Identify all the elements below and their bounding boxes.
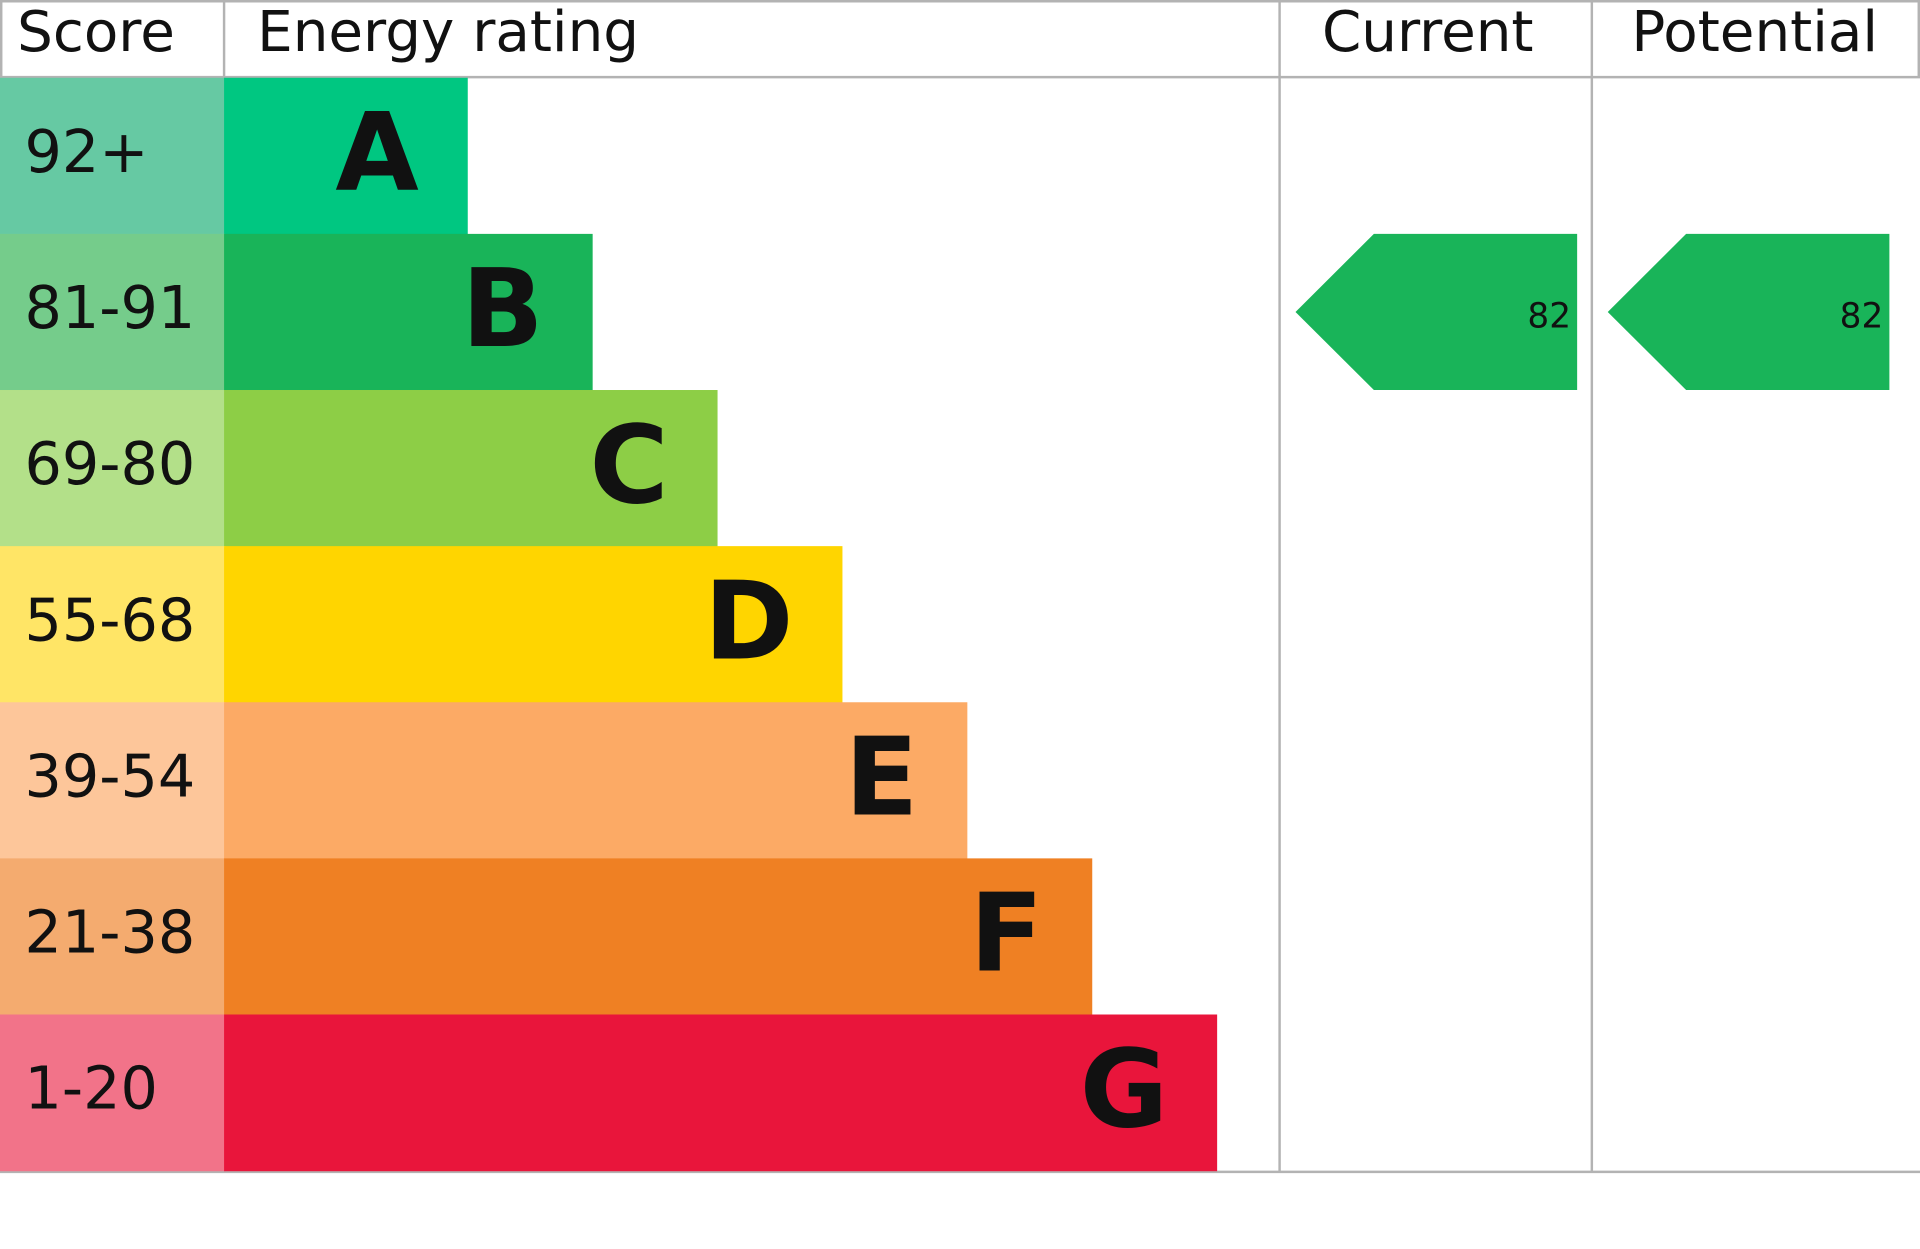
header-potential: Potential (1631, 0, 1878, 65)
score-label: 69-80 (24, 429, 195, 498)
rating-bar (224, 702, 968, 859)
rating-bar (224, 233, 593, 391)
score-cell (0, 233, 226, 391)
rating-letter: E (845, 716, 919, 841)
header-score: Score (17, 0, 175, 65)
rating-bar (224, 1014, 1218, 1172)
rating-bar (224, 77, 468, 235)
current-arrow (1295, 233, 1578, 391)
score-label: 55-68 (24, 585, 195, 654)
score-cell (0, 858, 226, 1016)
rating-bar (224, 390, 718, 547)
score-label: 39-54 (24, 741, 195, 810)
rating-letter: D (704, 559, 793, 684)
score-cell (0, 546, 226, 703)
score-label: 92+ (24, 117, 148, 186)
score-cell (0, 702, 226, 859)
rating-letter: C (589, 403, 668, 528)
rating-letter: G (1080, 1028, 1168, 1153)
score-cell (0, 77, 226, 235)
score-cell (0, 1014, 226, 1172)
score-label: 1-20 (24, 1054, 157, 1123)
header-rating: Energy rating (257, 0, 639, 65)
rating-bar (224, 546, 843, 703)
potential-arrow (1607, 233, 1890, 391)
score-cell (0, 390, 226, 547)
header-current: Current (1322, 0, 1534, 65)
score-label: 21-38 (24, 898, 195, 967)
rating-letter: A (335, 91, 418, 216)
rating-bar (224, 858, 1093, 1016)
potential-value: 82 (1840, 297, 1884, 337)
score-label: 81-91 (24, 273, 195, 342)
rating-letter: B (462, 247, 544, 372)
current-value: 82 (1527, 297, 1571, 337)
rating-letter: F (970, 872, 1044, 997)
